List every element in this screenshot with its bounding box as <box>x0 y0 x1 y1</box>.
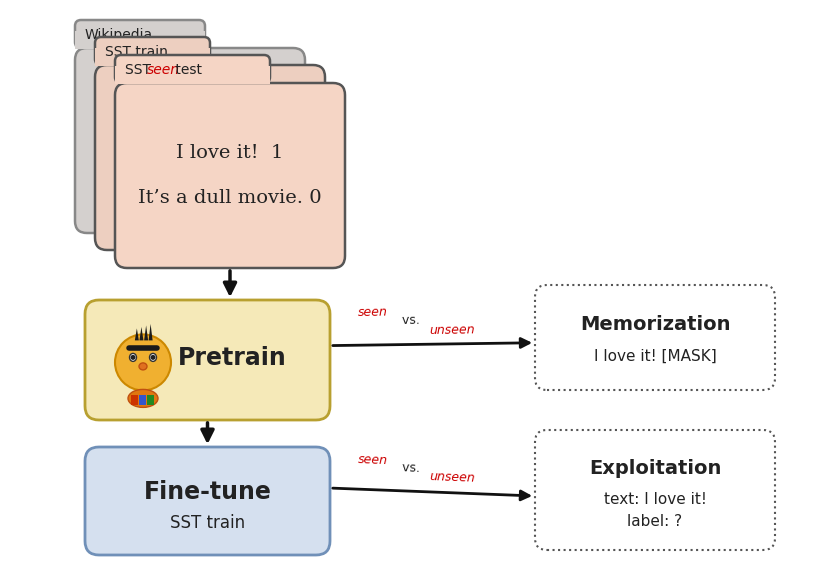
FancyBboxPatch shape <box>535 285 775 390</box>
FancyBboxPatch shape <box>75 20 205 48</box>
Text: Pretrain: Pretrain <box>177 346 287 370</box>
Text: Wikipedia: Wikipedia <box>85 28 154 43</box>
Text: It’s a dull movie. 0: It’s a dull movie. 0 <box>138 189 322 207</box>
Polygon shape <box>135 328 139 340</box>
Text: unseen: unseen <box>429 470 475 485</box>
FancyBboxPatch shape <box>115 83 345 268</box>
Circle shape <box>115 335 171 391</box>
Ellipse shape <box>128 389 158 407</box>
Polygon shape <box>149 324 153 340</box>
FancyBboxPatch shape <box>115 55 270 83</box>
FancyBboxPatch shape <box>95 65 325 250</box>
Text: test: test <box>171 63 202 77</box>
FancyBboxPatch shape <box>535 430 775 550</box>
Text: Fine-tune: Fine-tune <box>144 480 272 505</box>
Bar <box>131 395 138 406</box>
Text: text: I love it!: text: I love it! <box>603 492 706 507</box>
Text: vs.: vs. <box>397 461 424 475</box>
Text: SST train: SST train <box>105 46 167 59</box>
FancyBboxPatch shape <box>95 48 210 65</box>
Text: vs.: vs. <box>397 314 424 327</box>
Text: I love it!  1: I love it! 1 <box>177 145 284 162</box>
Text: seen: seen <box>357 453 388 467</box>
FancyBboxPatch shape <box>95 63 210 66</box>
Text: seen: seen <box>357 306 388 319</box>
FancyBboxPatch shape <box>75 46 205 49</box>
Text: SST: SST <box>125 63 155 77</box>
Text: Memorization: Memorization <box>580 316 730 335</box>
Ellipse shape <box>139 363 147 370</box>
FancyBboxPatch shape <box>115 81 270 84</box>
FancyBboxPatch shape <box>115 66 270 83</box>
Polygon shape <box>144 325 148 340</box>
FancyBboxPatch shape <box>85 300 330 420</box>
Bar <box>139 395 146 406</box>
Text: SST train: SST train <box>170 514 245 532</box>
FancyBboxPatch shape <box>75 31 205 48</box>
Text: label: ?: label: ? <box>627 514 682 529</box>
Text: seen: seen <box>147 63 180 77</box>
FancyBboxPatch shape <box>75 48 305 233</box>
Text: I love it! [MASK]: I love it! [MASK] <box>594 349 717 364</box>
FancyBboxPatch shape <box>85 447 330 555</box>
Ellipse shape <box>130 354 136 361</box>
FancyBboxPatch shape <box>95 37 210 65</box>
Ellipse shape <box>149 354 157 361</box>
Bar <box>147 395 154 406</box>
Circle shape <box>150 355 155 360</box>
Circle shape <box>131 355 135 360</box>
Text: unseen: unseen <box>429 324 475 337</box>
Polygon shape <box>140 327 144 340</box>
Text: Exploitation: Exploitation <box>589 459 721 478</box>
